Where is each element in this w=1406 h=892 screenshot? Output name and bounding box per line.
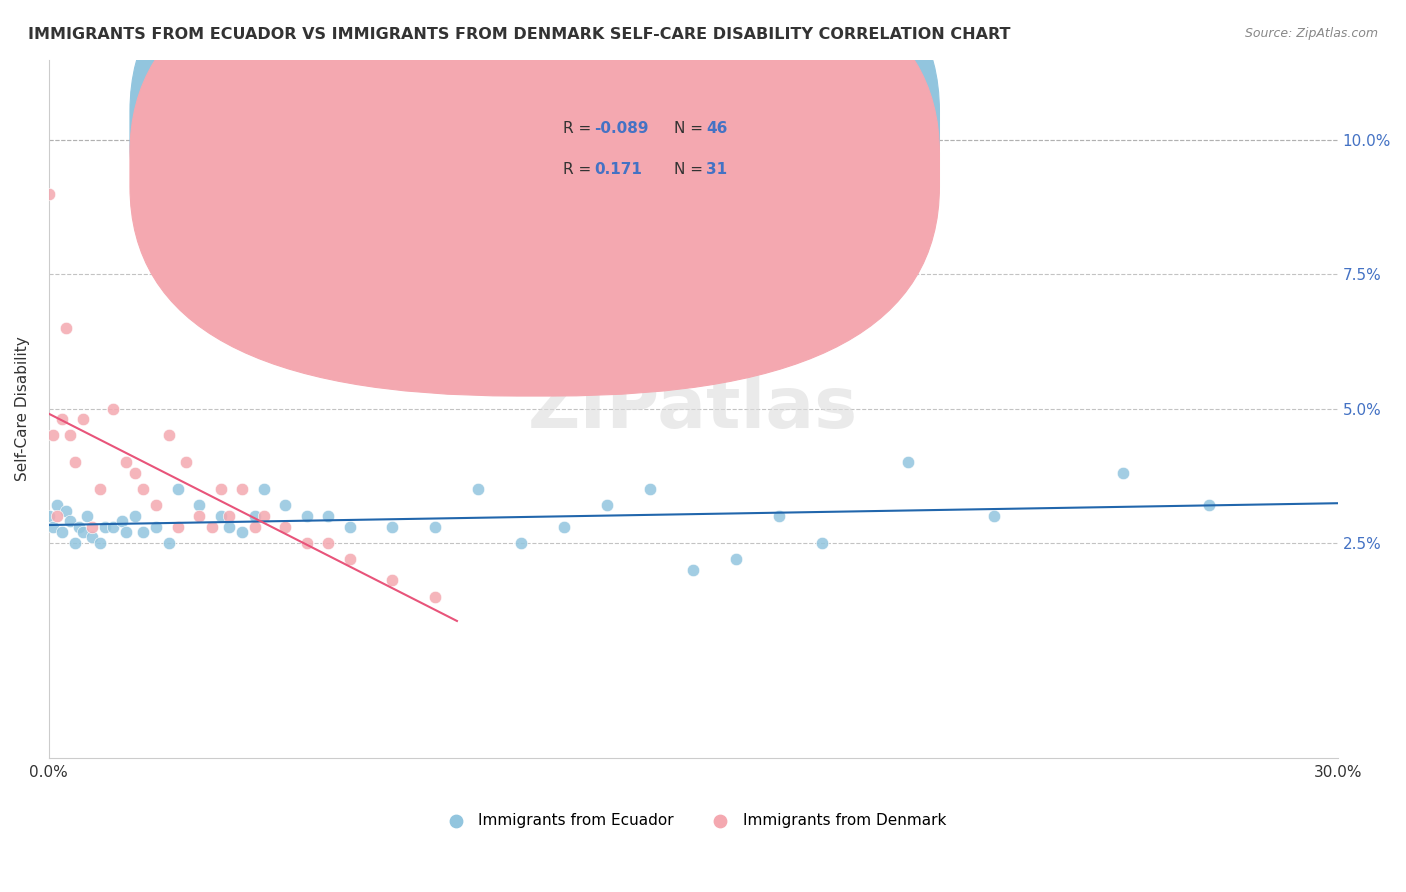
Point	[252, 482, 274, 496]
Text: N =: N =	[673, 120, 707, 136]
Point	[166, 482, 188, 496]
Point	[381, 520, 404, 534]
Point	[243, 520, 266, 534]
Point	[80, 520, 103, 534]
Point	[72, 412, 94, 426]
Point	[42, 520, 65, 534]
Text: ZIPatlas: ZIPatlas	[529, 374, 858, 443]
Point	[218, 508, 240, 523]
Point	[63, 536, 86, 550]
Point	[38, 186, 60, 201]
Point	[201, 520, 224, 534]
Point	[243, 508, 266, 523]
Point	[67, 520, 90, 534]
Point	[295, 508, 318, 523]
Point	[55, 503, 77, 517]
Point	[157, 536, 180, 550]
Point	[553, 520, 575, 534]
Point	[231, 525, 253, 540]
Text: IMMIGRANTS FROM ECUADOR VS IMMIGRANTS FROM DENMARK SELF-CARE DISABILITY CORRELAT: IMMIGRANTS FROM ECUADOR VS IMMIGRANTS FR…	[28, 27, 1011, 42]
Point	[46, 508, 69, 523]
FancyBboxPatch shape	[494, 91, 860, 206]
Point	[166, 520, 188, 534]
Text: R =: R =	[562, 162, 596, 178]
Point	[115, 455, 138, 469]
Point	[274, 498, 297, 512]
Point	[725, 552, 748, 566]
Point	[768, 508, 790, 523]
Point	[103, 401, 125, 416]
Point	[231, 482, 253, 496]
Point	[188, 508, 211, 523]
Point	[188, 498, 211, 512]
Point	[132, 525, 155, 540]
Point	[89, 482, 111, 496]
Point	[1112, 466, 1135, 480]
Point	[640, 482, 662, 496]
Point	[157, 428, 180, 442]
Point	[682, 563, 704, 577]
FancyBboxPatch shape	[129, 0, 939, 354]
Point	[115, 525, 138, 540]
Point	[76, 508, 98, 523]
Point	[425, 520, 447, 534]
Text: -0.089: -0.089	[593, 120, 648, 136]
Point	[295, 536, 318, 550]
Point	[145, 520, 167, 534]
Text: Source: ZipAtlas.com: Source: ZipAtlas.com	[1244, 27, 1378, 40]
Point	[124, 466, 146, 480]
Point	[510, 536, 533, 550]
Point	[63, 455, 86, 469]
Legend: Immigrants from Ecuador, Immigrants from Denmark: Immigrants from Ecuador, Immigrants from…	[434, 806, 952, 834]
Point	[252, 508, 274, 523]
Point	[174, 455, 197, 469]
Point	[1198, 498, 1220, 512]
FancyBboxPatch shape	[129, 0, 939, 396]
Text: 31: 31	[706, 162, 727, 178]
Text: 0.171: 0.171	[593, 162, 643, 178]
Point	[59, 428, 82, 442]
Point	[145, 498, 167, 512]
Point	[218, 520, 240, 534]
Point	[111, 514, 134, 528]
Point	[51, 525, 73, 540]
Point	[467, 482, 489, 496]
Point	[93, 520, 115, 534]
Point	[339, 520, 361, 534]
Point	[596, 498, 619, 512]
Point	[124, 508, 146, 523]
Point	[209, 482, 232, 496]
Text: 46: 46	[706, 120, 727, 136]
Point	[381, 574, 404, 588]
Text: N =: N =	[673, 162, 707, 178]
Point	[103, 520, 125, 534]
Text: R =: R =	[562, 120, 596, 136]
Point	[72, 525, 94, 540]
Point	[89, 536, 111, 550]
Point	[46, 498, 69, 512]
Point	[132, 482, 155, 496]
Point	[274, 520, 297, 534]
Point	[59, 514, 82, 528]
Point	[42, 428, 65, 442]
Point	[51, 412, 73, 426]
Point	[897, 455, 920, 469]
Point	[316, 508, 339, 523]
Point	[38, 508, 60, 523]
Point	[339, 552, 361, 566]
Point	[811, 536, 834, 550]
Point	[80, 531, 103, 545]
Point	[425, 590, 447, 604]
Point	[55, 321, 77, 335]
Point	[209, 508, 232, 523]
Y-axis label: Self-Care Disability: Self-Care Disability	[15, 336, 30, 481]
Point	[316, 536, 339, 550]
Point	[983, 508, 1005, 523]
